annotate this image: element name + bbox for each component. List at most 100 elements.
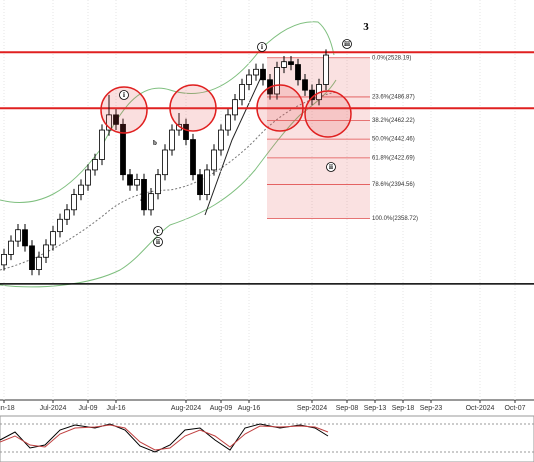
- wave-label: i: [123, 91, 125, 99]
- candle-body: [302, 79, 308, 91]
- fib-label: 61.8%(2422.69): [372, 155, 415, 161]
- bollinger-lower: [0, 79, 337, 288]
- wave-circle: [326, 162, 336, 172]
- candle-body: [246, 74, 252, 85]
- indicators: [0, 21, 534, 462]
- candle-body: [127, 174, 133, 186]
- x-tick-label: Oct-2024: [466, 405, 495, 412]
- candle: [190, 133, 196, 181]
- x-tick-label: Aug-09: [210, 405, 233, 412]
- candle: [50, 225, 56, 251]
- x-tick-label: Aug-2024: [171, 405, 201, 412]
- candle-body: [183, 123, 189, 140]
- candle: [169, 124, 175, 156]
- candle: [127, 168, 133, 191]
- candle: [120, 118, 126, 181]
- candle-body: [155, 174, 161, 195]
- candle-body: [15, 229, 21, 242]
- candle: [302, 74, 308, 96]
- x-tick-label: Jul-16: [106, 405, 125, 412]
- candle: [211, 144, 217, 176]
- candle-body: [232, 99, 238, 116]
- candle: [43, 239, 49, 263]
- trend-line: [204, 74, 263, 216]
- moving-average: [0, 91, 337, 271]
- candle: [281, 56, 287, 74]
- candle: [183, 118, 189, 146]
- candle-body: [106, 114, 112, 131]
- candle-body: [22, 229, 28, 247]
- candle: [15, 224, 21, 247]
- candle-body: [71, 194, 77, 211]
- candle: [1, 248, 7, 271]
- candle: [232, 93, 238, 121]
- candle-body: [197, 174, 203, 196]
- candle-body: [162, 149, 168, 176]
- candle: [218, 124, 224, 156]
- candle-body: [218, 129, 224, 151]
- candle: [155, 168, 161, 200]
- candle: [253, 63, 259, 81]
- candle-body: [204, 169, 210, 196]
- candle-body: [120, 123, 126, 176]
- candle: [29, 240, 35, 276]
- candle: [246, 69, 252, 91]
- wave-circle: [119, 90, 129, 100]
- candle: [197, 168, 203, 201]
- candle-body: [148, 193, 154, 211]
- fib-label: 23.6%(2486.87): [372, 95, 415, 101]
- candle-body: [169, 129, 175, 151]
- wave-circle: [153, 226, 163, 236]
- x-tick-label: Sep-2024: [297, 405, 327, 412]
- candle: [85, 164, 91, 191]
- stoch-d: [0, 424, 329, 451]
- candle-body: [57, 218, 63, 233]
- x-tick-label: Sep-23: [420, 405, 443, 412]
- wave-circle: [153, 237, 163, 247]
- x-tick-label: Aug-16: [238, 405, 261, 412]
- x-tick-label: Jul-09: [78, 405, 97, 412]
- candle-body: [295, 64, 301, 81]
- candle-body: [99, 129, 105, 160]
- candle-body: [288, 61, 294, 65]
- candle-body: [113, 114, 119, 125]
- x-tick-label: Oct-07: [504, 405, 525, 412]
- candle: [148, 187, 154, 216]
- x-tick-label: Jun-18: [0, 405, 15, 412]
- candle-body: [64, 209, 70, 220]
- candle-body: [43, 244, 49, 258]
- candle-body: [1, 254, 7, 266]
- fib-label: 78.6%(2394.56): [372, 182, 415, 188]
- candle: [225, 109, 231, 136]
- x-tick-label: Jul-2024: [40, 405, 67, 412]
- fib-label: 38.2%(2462.22): [372, 118, 415, 124]
- candle: [8, 235, 14, 261]
- candle-body: [190, 139, 196, 176]
- candle: [204, 164, 210, 201]
- candle-body: [29, 245, 35, 271]
- candle-body: [323, 54, 329, 85]
- candle: [106, 94, 112, 136]
- wave-label: iii: [344, 40, 350, 48]
- candle: [99, 124, 105, 166]
- bollinger-upper: [0, 21, 335, 204]
- candle: [162, 144, 168, 181]
- wave-circle: [257, 42, 267, 52]
- wave-label: ii: [156, 238, 160, 246]
- x-tick-label: Sep-08: [336, 405, 359, 412]
- stochastic-panel: [0, 415, 534, 462]
- candle: [57, 213, 63, 238]
- candle-body: [253, 68, 259, 76]
- candle: [274, 61, 280, 100]
- candle: [22, 224, 28, 252]
- wave-label: c: [156, 227, 159, 235]
- candle: [113, 109, 119, 131]
- candle: [78, 179, 84, 201]
- candle-body: [260, 68, 266, 81]
- candle: [288, 56, 294, 71]
- fib-label: 0.0%(2528.19): [372, 55, 411, 61]
- candle-body: [141, 179, 147, 211]
- candle: [323, 49, 329, 91]
- candle-body: [274, 67, 280, 95]
